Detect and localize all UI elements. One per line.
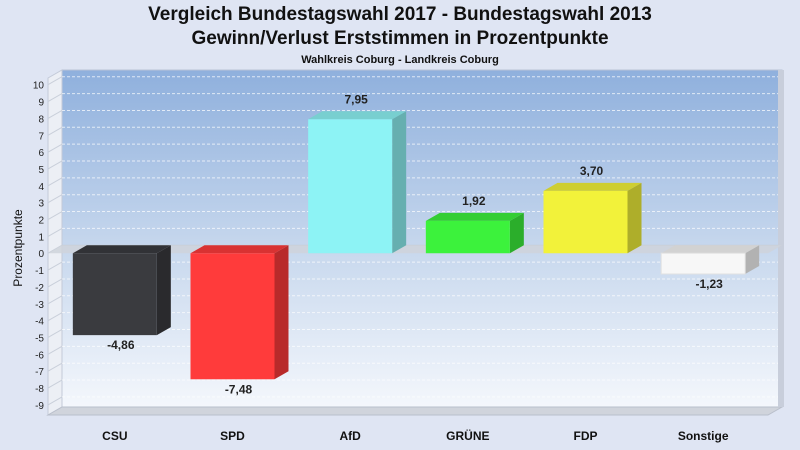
y-tick-label: 9	[38, 98, 44, 109]
bar-top	[190, 245, 289, 254]
bar-csu: -4,86	[72, 245, 171, 352]
y-tick-label: -4	[35, 317, 44, 328]
grid-line-side	[47, 76, 63, 86]
y-tick-label: 4	[38, 182, 44, 193]
grid-line-side	[47, 110, 63, 119]
bar-side	[274, 245, 289, 380]
y-tick-label: -3	[35, 300, 44, 311]
y-tick-label: 7	[38, 131, 44, 142]
y-tick-label: -8	[35, 384, 44, 395]
y-tick-label: 10	[33, 81, 45, 92]
bar-front	[425, 220, 510, 254]
grid-line-side	[47, 312, 63, 322]
plot-right-edge	[778, 70, 784, 407]
bar-side	[745, 245, 760, 274]
grid-line-side	[47, 379, 63, 389]
bar-value-label: 1,92	[462, 194, 486, 208]
plot-back-wall	[61, 69, 783, 408]
bar-top	[308, 111, 407, 120]
x-tick-label: AfD	[340, 429, 362, 443]
bar-value-label: -7,48	[225, 382, 253, 396]
bar-value-label: -4,86	[107, 338, 135, 352]
bar-value-label: -1,23	[695, 277, 723, 291]
bar-sonstige: -1,23	[660, 245, 760, 291]
grid-line-side	[47, 194, 63, 204]
bar-side	[509, 212, 524, 254]
bar-top	[661, 245, 760, 254]
bar-side	[627, 182, 642, 254]
bar-spd: -7,48	[190, 245, 289, 396]
bar-side	[392, 111, 407, 254]
x-tick-label: SPD	[220, 429, 245, 443]
bar-value-label: 3,70	[580, 164, 604, 178]
bar-front	[660, 252, 746, 275]
y-tick-label: -5	[35, 333, 44, 344]
bar-top	[543, 182, 642, 191]
bar-front	[308, 119, 393, 254]
plot-left-wall	[47, 69, 63, 416]
y-tick-label: -2	[35, 283, 44, 294]
x-tick-label: CSU	[102, 429, 127, 443]
x-tick-label: Sonstige	[678, 429, 729, 443]
grid-line-side	[47, 160, 63, 170]
y-tick-label: -6	[35, 350, 44, 361]
y-axis-label: Prozentpunkte	[11, 209, 25, 287]
grid-line-side	[47, 143, 63, 153]
y-tick-label: -7	[35, 367, 44, 378]
grid-line-side	[47, 362, 63, 372]
grid-line-side	[47, 345, 63, 355]
bar-grüne: 1,92	[425, 194, 524, 254]
bar-front	[190, 253, 275, 380]
x-tick-label: GRÜNE	[446, 428, 489, 443]
grid-line-side	[47, 93, 63, 103]
bars: -4,86 -7,48 7,95 1,92 3,70 -1,23	[72, 92, 760, 396]
x-axis: CSU SPD AfD GRÜNE FDP Sonstige	[102, 428, 729, 443]
x-tick-label: FDP	[574, 429, 598, 443]
bar-afd: 7,95	[308, 92, 407, 254]
grid-line-side	[47, 211, 63, 220]
bar-top	[72, 245, 171, 254]
bar-front	[72, 253, 157, 336]
chart-title: Vergleich Bundestagswahl 2017 - Bundesta…	[148, 4, 652, 25]
chart-subtitle: Gewinn/Verlust Erststimmen in Prozentpun…	[191, 28, 609, 49]
grid-line-side	[47, 177, 63, 187]
bar-top	[425, 212, 524, 221]
plot-background	[46, 69, 784, 416]
grid-line-side	[47, 261, 63, 271]
grid-line-side	[47, 126, 63, 136]
y-tick-label: 0	[38, 249, 44, 260]
bar-front	[543, 190, 628, 254]
grid-line-side	[47, 396, 63, 406]
y-tick-label: 5	[38, 165, 44, 176]
bar-fdp: 3,70	[543, 164, 642, 254]
y-tick-label: -1	[35, 266, 44, 277]
y-axis: 109876543210-1-2-3-4-5-6-7-8-9Prozentpun…	[11, 81, 44, 412]
grid-line-side	[47, 329, 63, 338]
grid-line-side	[47, 295, 63, 305]
grid-line-side	[47, 278, 63, 288]
y-tick-label: 1	[38, 232, 44, 243]
y-tick-label: 3	[38, 199, 44, 210]
bar-side	[156, 245, 171, 336]
chart-region-label: Wahlkreis Coburg - Landkreis Coburg	[301, 54, 499, 66]
grid-line-side	[47, 227, 63, 237]
bar-value-label: 7,95	[344, 92, 368, 106]
y-tick-label: -9	[35, 401, 44, 412]
y-tick-label: 6	[38, 148, 44, 159]
plot-floor	[46, 406, 784, 416]
y-tick-label: 8	[38, 114, 44, 125]
y-tick-label: 2	[38, 216, 44, 227]
